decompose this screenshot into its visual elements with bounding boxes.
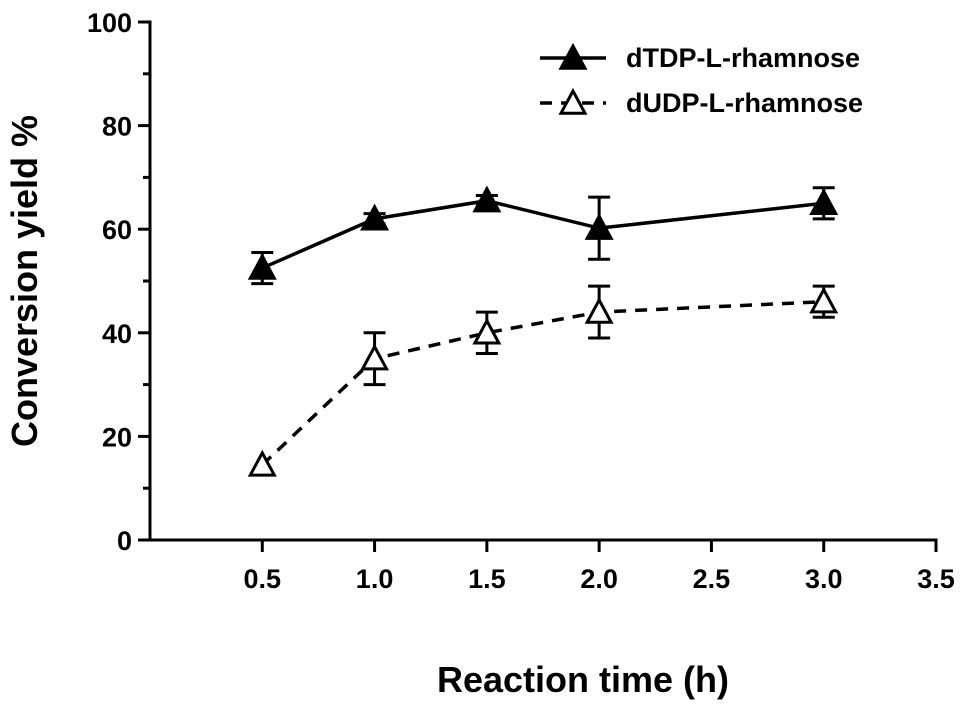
y-tick-label: 20 [102,422,132,452]
data-point [360,343,390,371]
legend-label: dTDP-L-rhamnose [626,43,860,73]
data-point [247,252,277,280]
data-point [584,213,614,240]
series-line [261,198,824,270]
legend-item: dTDP-L-rhamnose [540,42,860,73]
data-point [809,286,839,314]
x-tick-label: 2.0 [580,564,618,594]
y-axis-ticks: 0 20 40 60 80 100 [87,8,150,556]
y-tick-label: 0 [117,526,132,556]
data-point [472,185,502,213]
y-tick-label: 60 [102,215,132,245]
series-line [261,299,824,467]
data-point [472,317,502,345]
x-tick-label: 2.5 [693,564,731,594]
x-tick-label: 0.5 [244,564,282,594]
series-layer [247,185,839,477]
y-axis-title: Conversion yield % [4,115,45,447]
plot-area: 0 20 40 60 80 100 0.5 1.0 1.5 2.0 2.5 3.0 3.5 [87,8,955,594]
x-tick-label: 3.5 [917,564,955,594]
series-2 [247,284,839,477]
x-tick-label: 3.0 [805,564,843,594]
x-axis-title: Reaction time (h) [437,659,729,700]
y-tick-label: 80 [102,112,132,142]
x-tick-label: 1.5 [468,564,506,594]
legend-marker [558,87,588,115]
data-point [584,296,614,324]
x-tick-label: 1.0 [356,564,394,594]
legend: dTDP-L-rhamnose dUDP-L-rhamnose [540,42,863,118]
series-1 [247,185,839,286]
legend-item: dUDP-L-rhamnose [540,87,863,118]
data-point [360,203,390,231]
data-point [809,188,839,215]
x-axis-ticks: 0.5 1.0 1.5 2.0 2.5 3.0 3.5 [244,540,955,594]
legend-label: dUDP-L-rhamnose [626,88,863,118]
data-point [247,449,277,477]
y-tick-label: 40 [102,319,132,349]
y-tick-label: 100 [87,8,132,38]
legend-marker [558,42,588,70]
